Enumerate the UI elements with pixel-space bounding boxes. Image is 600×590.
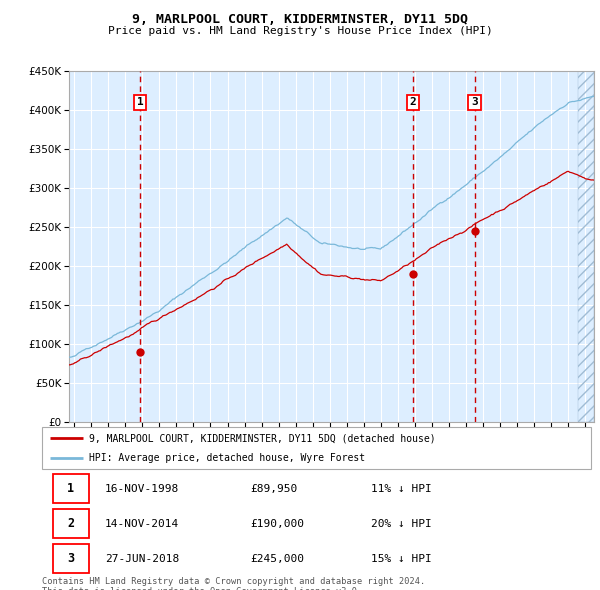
Text: 3: 3 <box>471 97 478 107</box>
Text: Contains HM Land Registry data © Crown copyright and database right 2024.
This d: Contains HM Land Registry data © Crown c… <box>42 577 425 590</box>
Text: 9, MARLPOOL COURT, KIDDERMINSTER, DY11 5DQ: 9, MARLPOOL COURT, KIDDERMINSTER, DY11 5… <box>132 13 468 26</box>
Text: HPI: Average price, detached house, Wyre Forest: HPI: Average price, detached house, Wyre… <box>89 453 365 463</box>
Text: Price paid vs. HM Land Registry's House Price Index (HPI): Price paid vs. HM Land Registry's House … <box>107 26 493 36</box>
Text: 2: 2 <box>409 97 416 107</box>
Text: 11% ↓ HPI: 11% ↓ HPI <box>371 484 432 493</box>
Text: £190,000: £190,000 <box>251 519 305 529</box>
Text: £89,950: £89,950 <box>251 484 298 493</box>
FancyBboxPatch shape <box>42 427 591 469</box>
FancyBboxPatch shape <box>53 509 89 538</box>
Text: 3: 3 <box>67 552 74 565</box>
Text: 9, MARLPOOL COURT, KIDDERMINSTER, DY11 5DQ (detached house): 9, MARLPOOL COURT, KIDDERMINSTER, DY11 5… <box>89 433 435 443</box>
Text: 16-NOV-1998: 16-NOV-1998 <box>105 484 179 493</box>
Text: 14-NOV-2014: 14-NOV-2014 <box>105 519 179 529</box>
Text: 15% ↓ HPI: 15% ↓ HPI <box>371 554 432 563</box>
FancyBboxPatch shape <box>53 544 89 573</box>
Text: 1: 1 <box>137 97 143 107</box>
Text: 2: 2 <box>67 517 74 530</box>
Text: £245,000: £245,000 <box>251 554 305 563</box>
Text: 27-JUN-2018: 27-JUN-2018 <box>105 554 179 563</box>
FancyBboxPatch shape <box>53 474 89 503</box>
Text: 20% ↓ HPI: 20% ↓ HPI <box>371 519 432 529</box>
Text: 1: 1 <box>67 482 74 495</box>
